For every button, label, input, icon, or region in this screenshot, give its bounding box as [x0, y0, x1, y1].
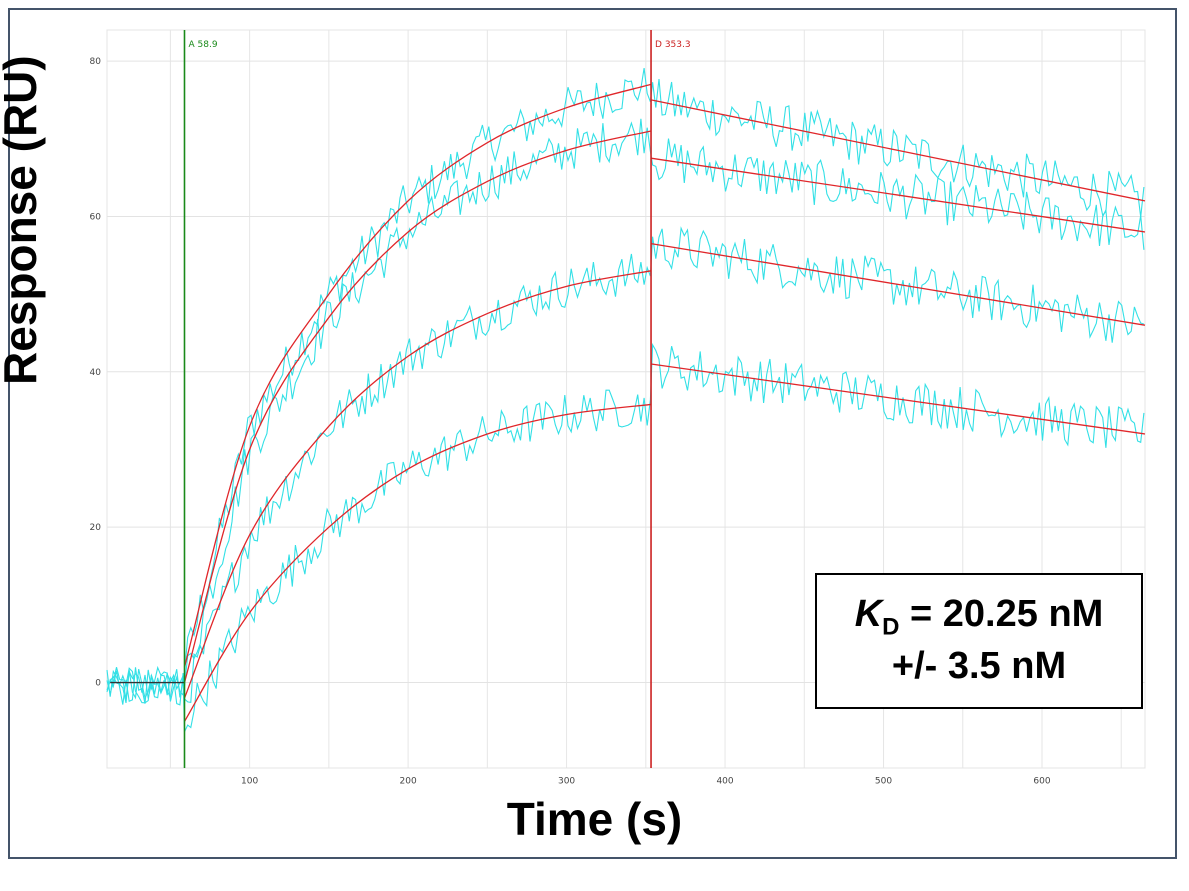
tick-labels: 100 200 300 400 500 600 0 20 40 60 80 [90, 57, 1051, 787]
kd-value: = 20.25 nM [899, 593, 1104, 636]
y-tick-label: 60 [90, 212, 102, 222]
raw-trace [106, 68, 1145, 702]
x-tick-label: 600 [1033, 777, 1050, 787]
y-tick-label: 40 [90, 368, 102, 378]
y-tick-label: 0 [95, 679, 101, 689]
y-tick-label: 20 [90, 523, 102, 533]
event-marker-label: D 353.3 [655, 40, 691, 50]
y-axis-title: Response (RU) [0, 55, 46, 385]
fit-association [183, 403, 652, 722]
fit-dissociation [650, 99, 1146, 202]
fit-dissociation [650, 363, 1146, 435]
x-tick-label: 500 [875, 777, 892, 787]
kd-annotation-box: KD = 20.25 nM +/- 3.5 nM [815, 573, 1143, 709]
fit-dissociation [650, 157, 1146, 233]
event-markers: A 58.9 D 353.3 [183, 30, 691, 768]
kd-line-1: KD = 20.25 nM [855, 591, 1104, 643]
figure-frame [8, 8, 1177, 859]
kd-error: +/- 3.5 nM [891, 645, 1067, 688]
fit-dissociation [650, 242, 1146, 326]
raw-traces [106, 68, 1145, 732]
x-tick-label: 400 [716, 777, 733, 787]
x-tick-label: 100 [241, 777, 258, 787]
kd-symbol: K [854, 593, 883, 636]
x-axis-title: Time (s) [506, 793, 683, 845]
x-tick-label: 200 [400, 777, 417, 787]
fit-association [183, 130, 652, 683]
fit-association [183, 83, 652, 668]
raw-trace [106, 226, 1145, 704]
x-tick-label: 300 [558, 777, 575, 787]
fit-association [183, 270, 652, 699]
fit-curves [110, 83, 1146, 722]
y-tick-label: 80 [90, 57, 102, 67]
kd-subscript: D [882, 614, 900, 642]
raw-trace [106, 118, 1145, 706]
plot-area [106, 29, 1146, 769]
raw-trace [106, 342, 1145, 732]
event-marker-label: A 58.9 [188, 40, 217, 50]
